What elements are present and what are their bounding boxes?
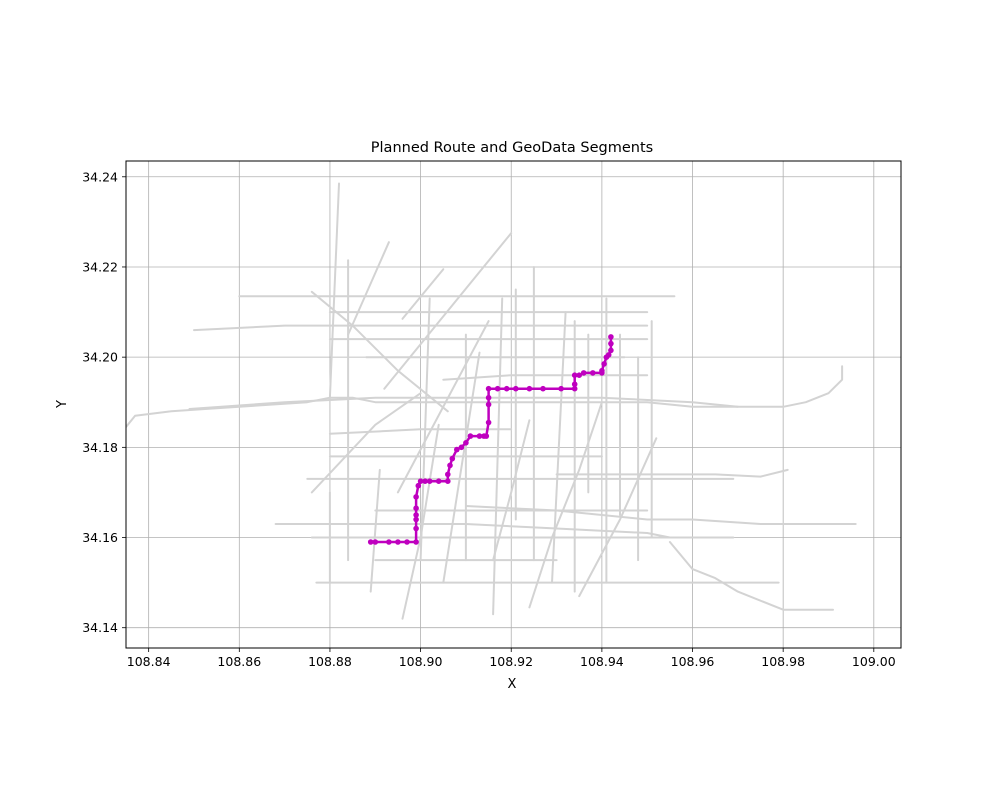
x-axis-label: X bbox=[508, 677, 517, 692]
geodata-segment bbox=[126, 365, 844, 428]
route-point bbox=[485, 419, 492, 426]
route-layer bbox=[367, 334, 614, 545]
route-point bbox=[435, 478, 442, 485]
geodata-segment bbox=[383, 232, 513, 390]
route-point bbox=[601, 361, 607, 367]
route-point bbox=[445, 471, 451, 478]
geodata-segment bbox=[369, 468, 381, 593]
route-point bbox=[458, 444, 465, 451]
geodata-segment bbox=[310, 392, 422, 494]
geodata-segment bbox=[328, 428, 513, 435]
route-point bbox=[485, 385, 492, 392]
y-axis: 34.14 34.16 34.18 34.20 34.22 34.24 bbox=[82, 169, 126, 635]
y-axis-label: Y bbox=[55, 400, 70, 409]
x-tick-label: 108.98 bbox=[761, 654, 805, 669]
route-point bbox=[413, 494, 419, 500]
segment-layer bbox=[126, 182, 857, 620]
route-point bbox=[413, 516, 419, 523]
y-tick-label: 34.16 bbox=[82, 530, 118, 545]
geodata-segment bbox=[578, 437, 658, 598]
route-point bbox=[413, 539, 419, 545]
geodata-segment bbox=[528, 401, 603, 609]
geodata-segment bbox=[347, 241, 390, 336]
route-point bbox=[526, 385, 533, 392]
route-point bbox=[413, 505, 419, 512]
route-point bbox=[447, 462, 453, 469]
route-point bbox=[445, 478, 451, 485]
geodata-segment bbox=[442, 351, 481, 584]
route-point bbox=[404, 539, 410, 545]
route-point bbox=[599, 367, 605, 374]
y-tick-label: 34.18 bbox=[82, 440, 118, 455]
route-point bbox=[483, 433, 490, 439]
geodata-segment bbox=[328, 182, 340, 399]
x-tick-label: 108.90 bbox=[399, 654, 443, 669]
route-point bbox=[426, 478, 433, 485]
route-point bbox=[571, 372, 578, 379]
route-point bbox=[413, 525, 419, 532]
y-tick-label: 34.14 bbox=[82, 620, 118, 635]
route-point bbox=[576, 372, 582, 379]
x-tick-label: 108.88 bbox=[308, 654, 352, 669]
x-tick-label: 108.96 bbox=[671, 654, 715, 669]
route-point bbox=[513, 385, 519, 392]
y-tick-label: 34.24 bbox=[82, 169, 118, 184]
route-point bbox=[422, 478, 428, 485]
route-point bbox=[449, 455, 456, 462]
geodata-segment bbox=[555, 468, 789, 478]
route-point bbox=[608, 340, 614, 347]
y-tick-label: 34.22 bbox=[82, 259, 118, 274]
x-tick-label: 108.94 bbox=[580, 654, 624, 669]
route-point bbox=[571, 381, 578, 388]
plot-frame bbox=[125, 160, 902, 649]
x-axis: 108.84 108.86 108.88 108.90 108.92 108.94 108.… bbox=[127, 648, 896, 669]
geodata-segment bbox=[310, 290, 449, 413]
geodata-segment bbox=[193, 324, 649, 332]
x-tick-label: 108.86 bbox=[217, 654, 261, 669]
route-point bbox=[571, 385, 578, 392]
route-point bbox=[540, 385, 546, 392]
route-point bbox=[605, 352, 612, 358]
x-tick-label: 109.00 bbox=[852, 654, 896, 669]
route-point bbox=[590, 370, 596, 376]
route-point bbox=[558, 385, 564, 392]
y-tick-label: 34.20 bbox=[82, 350, 118, 365]
route-point bbox=[494, 385, 501, 392]
route-point bbox=[413, 512, 419, 518]
route-point bbox=[463, 440, 469, 446]
route-point bbox=[608, 334, 614, 340]
geodata-segment bbox=[442, 374, 649, 381]
route-point bbox=[415, 482, 422, 489]
route-point bbox=[476, 433, 483, 439]
route-point bbox=[485, 394, 492, 401]
geodata-segment bbox=[396, 320, 490, 494]
geodata-segment bbox=[492, 419, 531, 562]
route-point bbox=[367, 539, 374, 545]
chart-title: Planned Route and GeoData Segments bbox=[371, 140, 653, 156]
x-tick-label: 108.92 bbox=[489, 654, 533, 669]
route-point bbox=[395, 539, 401, 545]
x-tick-label: 108.84 bbox=[127, 654, 171, 669]
geodata-segment bbox=[668, 541, 834, 611]
route-point bbox=[454, 446, 460, 453]
route-point bbox=[503, 385, 510, 392]
geodata-segment bbox=[401, 268, 445, 320]
route-point bbox=[372, 539, 379, 545]
route-point bbox=[467, 433, 474, 439]
route-point bbox=[386, 539, 392, 545]
route-point bbox=[485, 401, 492, 408]
route-point bbox=[580, 370, 587, 376]
geodata-segment bbox=[464, 505, 857, 525]
route-point bbox=[608, 347, 614, 354]
route-point bbox=[417, 478, 424, 485]
